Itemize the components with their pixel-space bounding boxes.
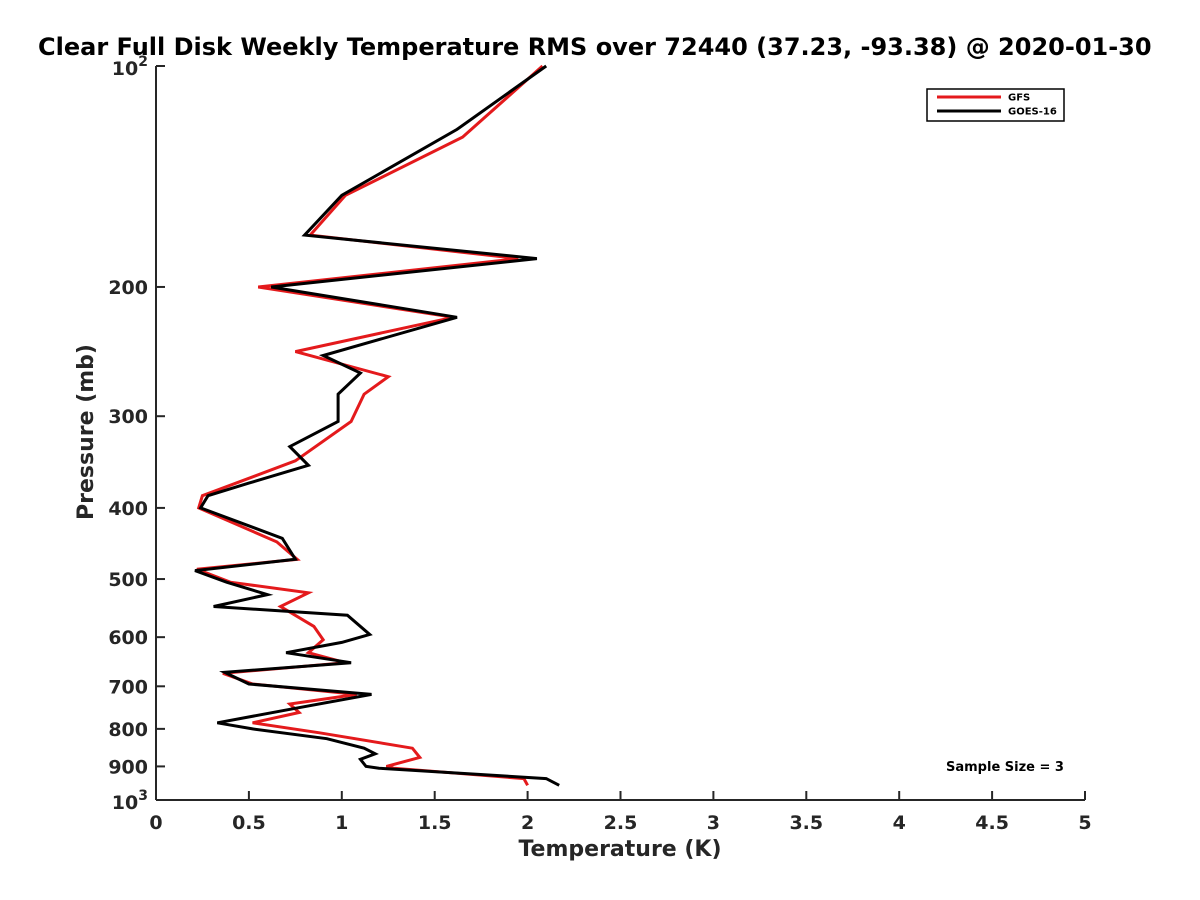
series-line-gfs	[196, 64, 544, 787]
x-tick-label: 3.5	[789, 812, 823, 834]
x-tick-label: 2	[521, 812, 534, 834]
y-axis-label: Pressure (mb)	[74, 344, 99, 520]
legend-box	[926, 88, 1065, 122]
y-tick-label: 103	[112, 788, 148, 814]
plot-frame	[155, 66, 1085, 801]
y-tick-label: 300	[108, 406, 148, 428]
x-tick-label: 4	[893, 812, 906, 834]
y-tick-label: 200	[108, 277, 148, 299]
y-tick-label: 102	[112, 54, 148, 80]
series-line-goes-16	[194, 64, 560, 787]
series-layer	[194, 64, 560, 787]
x-tick-label: 1	[335, 812, 348, 834]
sample-size-annotation: Sample Size = 3	[946, 760, 1064, 775]
chart-title: Clear Full Disk Weekly Temperature RMS o…	[38, 33, 1152, 61]
legend: GFS GOES-16	[926, 88, 1065, 122]
x-tick-label: 0.5	[232, 812, 266, 834]
legend-label-goes-16: GOES-16	[1008, 107, 1057, 118]
y-tick-label: 600	[108, 627, 148, 649]
x-tick-label: 0	[149, 812, 162, 834]
y-tick-label: 700	[108, 676, 148, 698]
y-tick-label: 400	[108, 498, 148, 520]
y-tick-label: 500	[108, 569, 148, 591]
y-tick-label: 900	[108, 756, 148, 778]
y-axis: 102 200 300 400 500 600 700 800 900 103	[108, 54, 165, 814]
y-tick-label: 800	[108, 719, 148, 741]
x-tick-label: 3	[707, 812, 720, 834]
x-tick-label: 5	[1078, 812, 1091, 834]
x-tick-label: 2.5	[604, 812, 638, 834]
x-tick-label: 4.5	[975, 812, 1009, 834]
x-tick-label: 1.5	[418, 812, 452, 834]
x-axis-label: Temperature (K)	[518, 837, 721, 862]
legend-label-gfs: GFS	[1008, 93, 1030, 104]
x-axis: 0 0.5 1 1.5 2 2.5 3 3.5 4 4.5 5	[149, 791, 1092, 834]
